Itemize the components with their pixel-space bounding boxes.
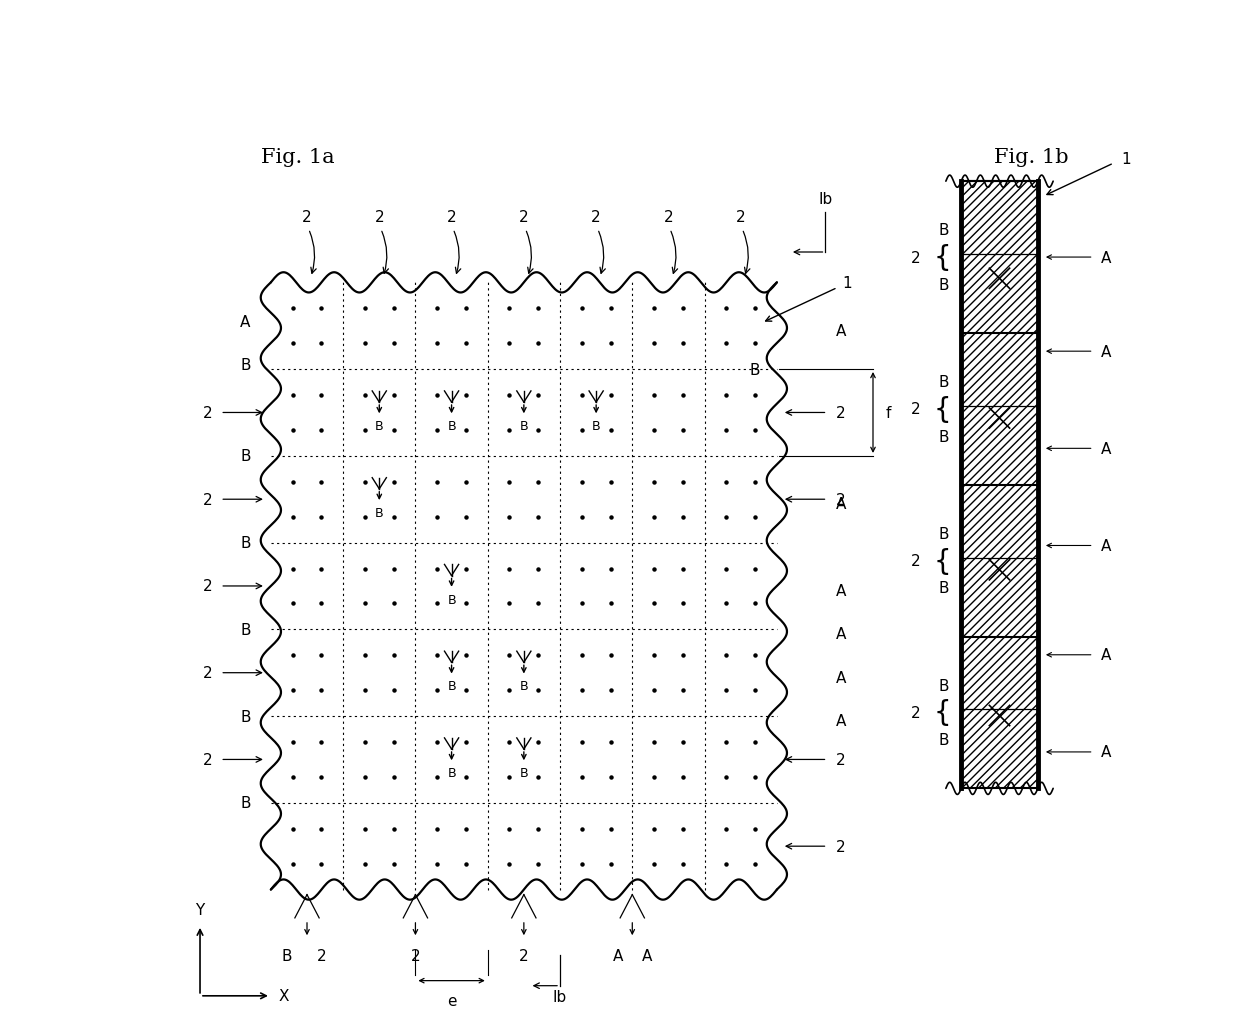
Text: 2: 2	[735, 209, 745, 224]
Text: 2: 2	[911, 402, 920, 417]
Text: 2: 2	[303, 209, 311, 224]
Text: Ib: Ib	[818, 192, 832, 207]
Text: A: A	[613, 948, 622, 963]
Text: 2: 2	[836, 492, 846, 508]
Text: B: B	[939, 430, 949, 444]
Text: 2: 2	[591, 209, 601, 224]
Text: A: A	[836, 583, 846, 599]
Text: 1: 1	[843, 276, 852, 290]
Text: B: B	[241, 709, 250, 724]
Text: B: B	[448, 593, 456, 607]
Text: A: A	[1101, 745, 1111, 759]
Text: B: B	[520, 766, 528, 779]
Text: A: A	[1101, 539, 1111, 553]
Text: 2: 2	[374, 209, 384, 224]
Text: Fig. 1a: Fig. 1a	[260, 148, 335, 167]
Text: 2: 2	[317, 948, 327, 963]
Text: A: A	[836, 627, 846, 642]
Text: B: B	[241, 622, 250, 637]
Text: A: A	[641, 948, 652, 963]
Text: B: B	[939, 733, 949, 747]
Text: A: A	[1101, 648, 1111, 662]
Text: B: B	[939, 678, 949, 693]
Text: {: {	[934, 699, 951, 727]
Text: A: A	[1101, 251, 1111, 265]
Text: 2: 2	[202, 665, 212, 680]
Text: Ib: Ib	[553, 989, 567, 1004]
Text: 2: 2	[202, 405, 212, 421]
Text: B: B	[281, 948, 291, 963]
Text: X: X	[279, 989, 289, 1003]
Text: {: {	[934, 244, 951, 272]
Text: B: B	[448, 420, 456, 433]
Text: 2: 2	[410, 948, 420, 963]
Text: 2: 2	[520, 948, 528, 963]
Text: 2: 2	[202, 492, 212, 508]
Text: B: B	[520, 420, 528, 433]
Text: 2: 2	[911, 706, 920, 720]
Bar	[961, 182, 1038, 789]
Text: 2: 2	[836, 839, 846, 854]
Text: e: e	[446, 993, 456, 1008]
Text: 2: 2	[663, 209, 673, 224]
Text: 2: 2	[836, 405, 846, 421]
Text: B: B	[241, 449, 250, 464]
Text: {: {	[934, 395, 951, 424]
Text: B: B	[591, 420, 600, 433]
Text: 2: 2	[911, 251, 920, 265]
Text: A: A	[241, 314, 250, 330]
Text: 2: 2	[520, 209, 528, 224]
Text: B: B	[374, 507, 383, 520]
Text: B: B	[939, 527, 949, 541]
Text: B: B	[750, 362, 760, 377]
Text: Y: Y	[196, 902, 205, 917]
Bar	[961, 182, 1038, 789]
Text: 1: 1	[1121, 153, 1131, 167]
Text: f: f	[885, 405, 890, 421]
Text: 2: 2	[836, 752, 846, 767]
Text: 2: 2	[911, 554, 920, 568]
Text: A: A	[836, 324, 846, 339]
Text: 2: 2	[202, 579, 212, 593]
Text: B: B	[241, 536, 250, 551]
Text: B: B	[939, 581, 949, 595]
Text: B: B	[520, 679, 528, 693]
Text: B: B	[241, 358, 250, 373]
Text: A: A	[836, 713, 846, 728]
Text: {: {	[934, 547, 951, 575]
Text: A: A	[1101, 345, 1111, 359]
Text: B: B	[939, 375, 949, 389]
Text: B: B	[939, 223, 949, 238]
Text: B: B	[939, 278, 949, 292]
Text: B: B	[448, 766, 456, 779]
Text: B: B	[241, 796, 250, 811]
Text: Fig. 1b: Fig. 1b	[994, 148, 1069, 167]
Text: A: A	[1101, 442, 1111, 456]
Text: 2: 2	[202, 752, 212, 767]
Text: B: B	[448, 679, 456, 693]
Text: B: B	[374, 420, 383, 433]
Text: 2: 2	[446, 209, 456, 224]
Text: A: A	[836, 496, 846, 512]
Text: A: A	[836, 670, 846, 684]
